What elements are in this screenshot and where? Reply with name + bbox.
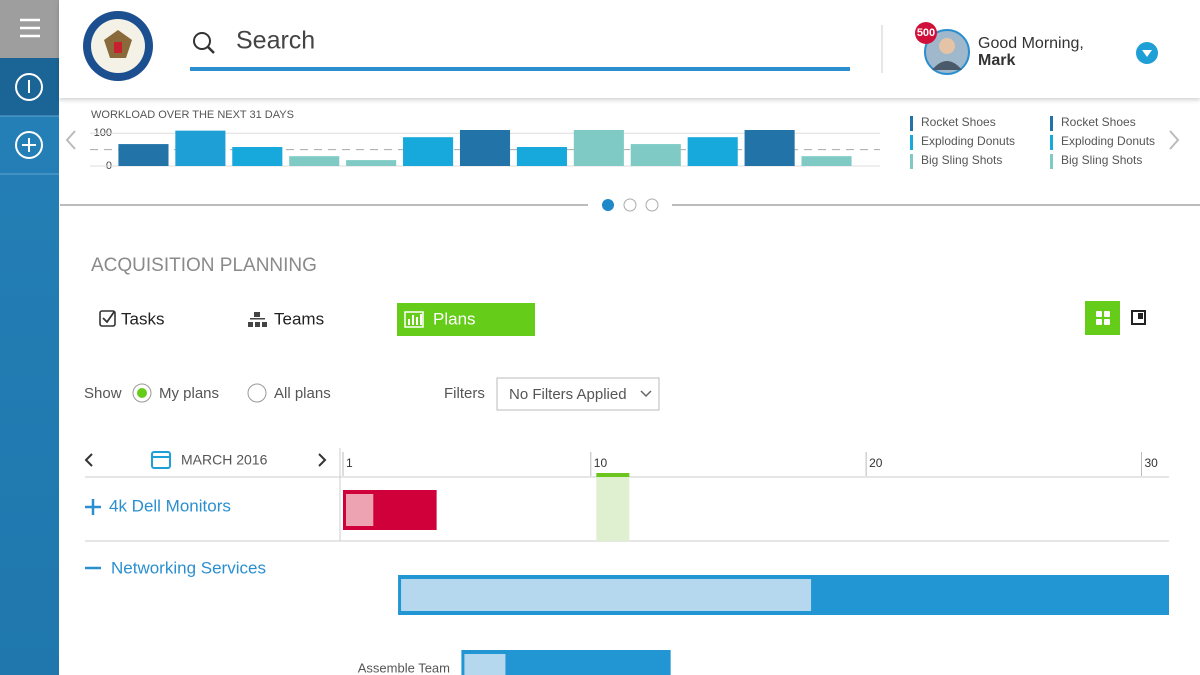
radio-dot bbox=[137, 388, 147, 398]
page-dot[interactable] bbox=[623, 198, 637, 212]
chart-title: WORKLOAD OVER THE NEXT 31 DAYS bbox=[91, 109, 294, 121]
task-progress bbox=[464, 654, 506, 675]
teams-icon bbox=[248, 312, 267, 327]
greeting: Good Morning, bbox=[978, 35, 1084, 52]
row-label[interactable]: Networking Services bbox=[111, 558, 266, 577]
grid-view-button[interactable] bbox=[1085, 301, 1120, 335]
user-name: Mark bbox=[978, 52, 1015, 69]
bar bbox=[744, 130, 795, 166]
today-marker bbox=[596, 473, 630, 477]
gauge-icon bbox=[15, 73, 43, 101]
legend-label: Exploding Donuts bbox=[1061, 134, 1155, 148]
search-icon bbox=[193, 32, 211, 50]
legend-swatch bbox=[1050, 116, 1053, 131]
legend-label: Rocket Shoes bbox=[1061, 115, 1136, 129]
legend-swatch bbox=[1050, 154, 1053, 169]
bar bbox=[459, 130, 511, 166]
bar bbox=[346, 160, 397, 166]
tasks-icon bbox=[99, 310, 116, 327]
bar bbox=[687, 137, 738, 166]
filter-select[interactable] bbox=[496, 377, 660, 411]
page-dot[interactable] bbox=[602, 199, 614, 211]
month-label: MARCH 2016 bbox=[181, 452, 268, 468]
row-label[interactable]: 4k Dell Monitors bbox=[109, 496, 231, 515]
dropdown-arrow bbox=[1142, 50, 1152, 57]
radio-label: My plans bbox=[159, 385, 219, 402]
x-tick-label: 30 bbox=[1144, 456, 1158, 470]
calendar-icon bbox=[151, 451, 171, 469]
bar bbox=[118, 144, 169, 166]
tasks-check bbox=[102, 311, 115, 324]
header bbox=[59, 0, 1200, 98]
search-input[interactable]: Search bbox=[236, 27, 315, 55]
x-tick-label: 20 bbox=[869, 456, 883, 470]
filter-value: No Filters Applied bbox=[509, 386, 627, 403]
notification-badge[interactable] bbox=[915, 22, 937, 44]
task-progress bbox=[401, 579, 812, 611]
row-label: Assemble Team bbox=[358, 660, 450, 675]
legend-swatch bbox=[910, 154, 913, 169]
seal-shield bbox=[114, 42, 122, 53]
expand-icon[interactable] bbox=[85, 499, 101, 515]
task-progress bbox=[346, 494, 374, 526]
avatar-body bbox=[932, 61, 962, 70]
bar bbox=[232, 147, 283, 166]
x-tick-label: 10 bbox=[594, 456, 608, 470]
add-button[interactable] bbox=[15, 131, 43, 159]
legend-swatch bbox=[910, 116, 913, 131]
notification-count: 500 bbox=[917, 27, 935, 39]
tab[interactable]: Tasks bbox=[121, 309, 164, 328]
tab-label: Plans bbox=[433, 309, 476, 328]
month-next[interactable] bbox=[318, 453, 327, 467]
search-icon-handle bbox=[207, 46, 215, 54]
board-view-button[interactable] bbox=[1131, 310, 1146, 325]
radio[interactable] bbox=[247, 383, 267, 403]
grid-view-icon bbox=[1096, 311, 1110, 325]
bar bbox=[801, 156, 852, 166]
bar bbox=[630, 144, 681, 166]
tab[interactable]: Teams bbox=[274, 309, 324, 328]
plans-icon bbox=[404, 311, 424, 328]
today-column bbox=[596, 477, 630, 541]
add-icon bbox=[22, 138, 36, 152]
filters-label: Filters bbox=[444, 385, 485, 402]
radio-label: All plans bbox=[274, 385, 331, 402]
menu-icon bbox=[20, 18, 40, 38]
select-arrow bbox=[640, 390, 652, 398]
x-tick-label: 1 bbox=[346, 456, 353, 470]
legend-label: Big Sling Shots bbox=[921, 153, 1002, 167]
carousel-next[interactable] bbox=[1169, 130, 1180, 150]
search-underline bbox=[190, 67, 850, 71]
legend-swatch bbox=[910, 135, 913, 150]
month-prev[interactable] bbox=[84, 453, 93, 467]
section-title: ACQUISITION PLANNING bbox=[91, 255, 317, 276]
bar bbox=[573, 130, 624, 166]
legend-label: Rocket Shoes bbox=[921, 115, 996, 129]
carousel-prev[interactable] bbox=[65, 130, 76, 150]
legend-label: Big Sling Shots bbox=[1061, 153, 1142, 167]
bar bbox=[175, 130, 226, 166]
bar bbox=[403, 137, 454, 166]
bar bbox=[516, 147, 567, 166]
bar bbox=[289, 156, 340, 166]
legend-swatch bbox=[1050, 135, 1053, 150]
page-dot[interactable] bbox=[645, 198, 659, 212]
board-view-icon bbox=[1138, 313, 1143, 319]
legend-label: Exploding Donuts bbox=[921, 134, 1015, 148]
show-label: Show bbox=[84, 385, 122, 402]
avatar-face bbox=[939, 38, 955, 54]
